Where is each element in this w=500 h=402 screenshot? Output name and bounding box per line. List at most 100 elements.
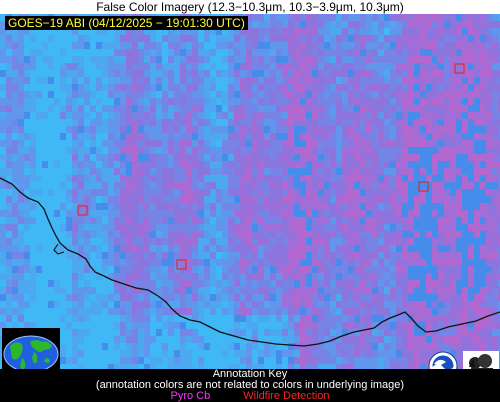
imagery-tile [450, 161, 456, 168]
imagery-tile [312, 322, 318, 329]
imagery-tile [408, 182, 414, 189]
imagery-tile [480, 210, 486, 217]
imagery-tile [60, 329, 66, 336]
imagery-tile [270, 217, 276, 224]
imagery-tile [396, 189, 402, 196]
imagery-tile [372, 49, 378, 56]
imagery-tile [432, 322, 438, 329]
imagery-tile [486, 266, 492, 273]
imagery-tile [210, 231, 216, 238]
imagery-tile [294, 161, 300, 168]
imagery-tile [150, 238, 156, 245]
imagery-tile [114, 98, 120, 105]
imagery-tile [234, 252, 240, 259]
imagery-tile [216, 175, 222, 182]
imagery-tile [450, 49, 456, 56]
imagery-tile [330, 175, 336, 182]
imagery-tile [36, 105, 42, 112]
imagery-tile [180, 112, 186, 119]
imagery-tile [360, 238, 366, 245]
imagery-tile [300, 133, 306, 140]
imagery-tile [156, 56, 162, 63]
imagery-tile [360, 245, 366, 252]
imagery-tile [408, 42, 414, 49]
imagery-tile [348, 294, 354, 301]
imagery-tile [408, 56, 414, 63]
imagery-tile [336, 119, 342, 126]
imagery-tile [96, 70, 102, 77]
imagery-tile [144, 189, 150, 196]
imagery-tile [168, 161, 174, 168]
imagery-tile [0, 70, 6, 77]
imagery-tile [426, 308, 432, 315]
imagery-tile [54, 112, 60, 119]
imagery-tile [126, 28, 132, 35]
imagery-tile [54, 42, 60, 49]
imagery-tile [432, 133, 438, 140]
imagery-tile [144, 364, 150, 369]
imagery-tile [138, 329, 144, 336]
imagery-tile [114, 329, 120, 336]
imagery-tile [474, 329, 480, 336]
imagery-tile [492, 329, 498, 336]
imagery-tile [306, 182, 312, 189]
imagery-tile [318, 63, 324, 70]
imagery-tile [138, 196, 144, 203]
imagery-tile [234, 161, 240, 168]
imagery-tile [6, 189, 12, 196]
imagery-tile [258, 42, 264, 49]
imagery-tile [390, 168, 396, 175]
imagery-tile [90, 294, 96, 301]
imagery-tile [6, 210, 12, 217]
imagery-tile [84, 119, 90, 126]
imagery-tile [162, 70, 168, 77]
imagery-tile [138, 301, 144, 308]
imagery-tile [246, 322, 252, 329]
imagery-tile [132, 364, 138, 369]
imagery-tile [378, 140, 384, 147]
imagery-tile [78, 161, 84, 168]
imagery-tile [384, 28, 390, 35]
imagery-tile [204, 224, 210, 231]
imagery-tile [246, 70, 252, 77]
imagery-tile [450, 315, 456, 322]
imagery-tile [216, 301, 222, 308]
imagery-tile [192, 98, 198, 105]
imagery-tile [6, 175, 12, 182]
imagery-tile [438, 77, 444, 84]
imagery-tile [90, 77, 96, 84]
imagery-tile [90, 147, 96, 154]
imagery-tile [456, 224, 462, 231]
imagery-tile [492, 49, 498, 56]
imagery-tile [138, 364, 144, 369]
imagery-tile [240, 105, 246, 112]
imagery-tile [408, 133, 414, 140]
imagery-tile [66, 182, 72, 189]
imagery-tile [330, 280, 336, 287]
imagery-tile [144, 119, 150, 126]
imagery-tile [126, 112, 132, 119]
imagery-tile [210, 336, 216, 343]
imagery-tile [144, 161, 150, 168]
imagery-tile [210, 28, 216, 35]
imagery-tile [138, 203, 144, 210]
imagery-tile [138, 217, 144, 224]
imagery-tile [150, 35, 156, 42]
imagery-tile [228, 77, 234, 84]
imagery-tile [240, 224, 246, 231]
imagery-tile [108, 56, 114, 63]
imagery-tile [156, 224, 162, 231]
imagery-tile [420, 147, 426, 154]
imagery-tile [486, 119, 492, 126]
imagery-tile [174, 84, 180, 91]
imagery-tile [354, 112, 360, 119]
imagery-tile [336, 273, 342, 280]
imagery-tile [72, 308, 78, 315]
imagery-tile [330, 42, 336, 49]
imagery-tile [0, 308, 6, 315]
imagery-tile [252, 196, 258, 203]
imagery-tile [372, 315, 378, 322]
imagery-tile [234, 315, 240, 322]
imagery-tile [396, 168, 402, 175]
imagery-tile [60, 91, 66, 98]
